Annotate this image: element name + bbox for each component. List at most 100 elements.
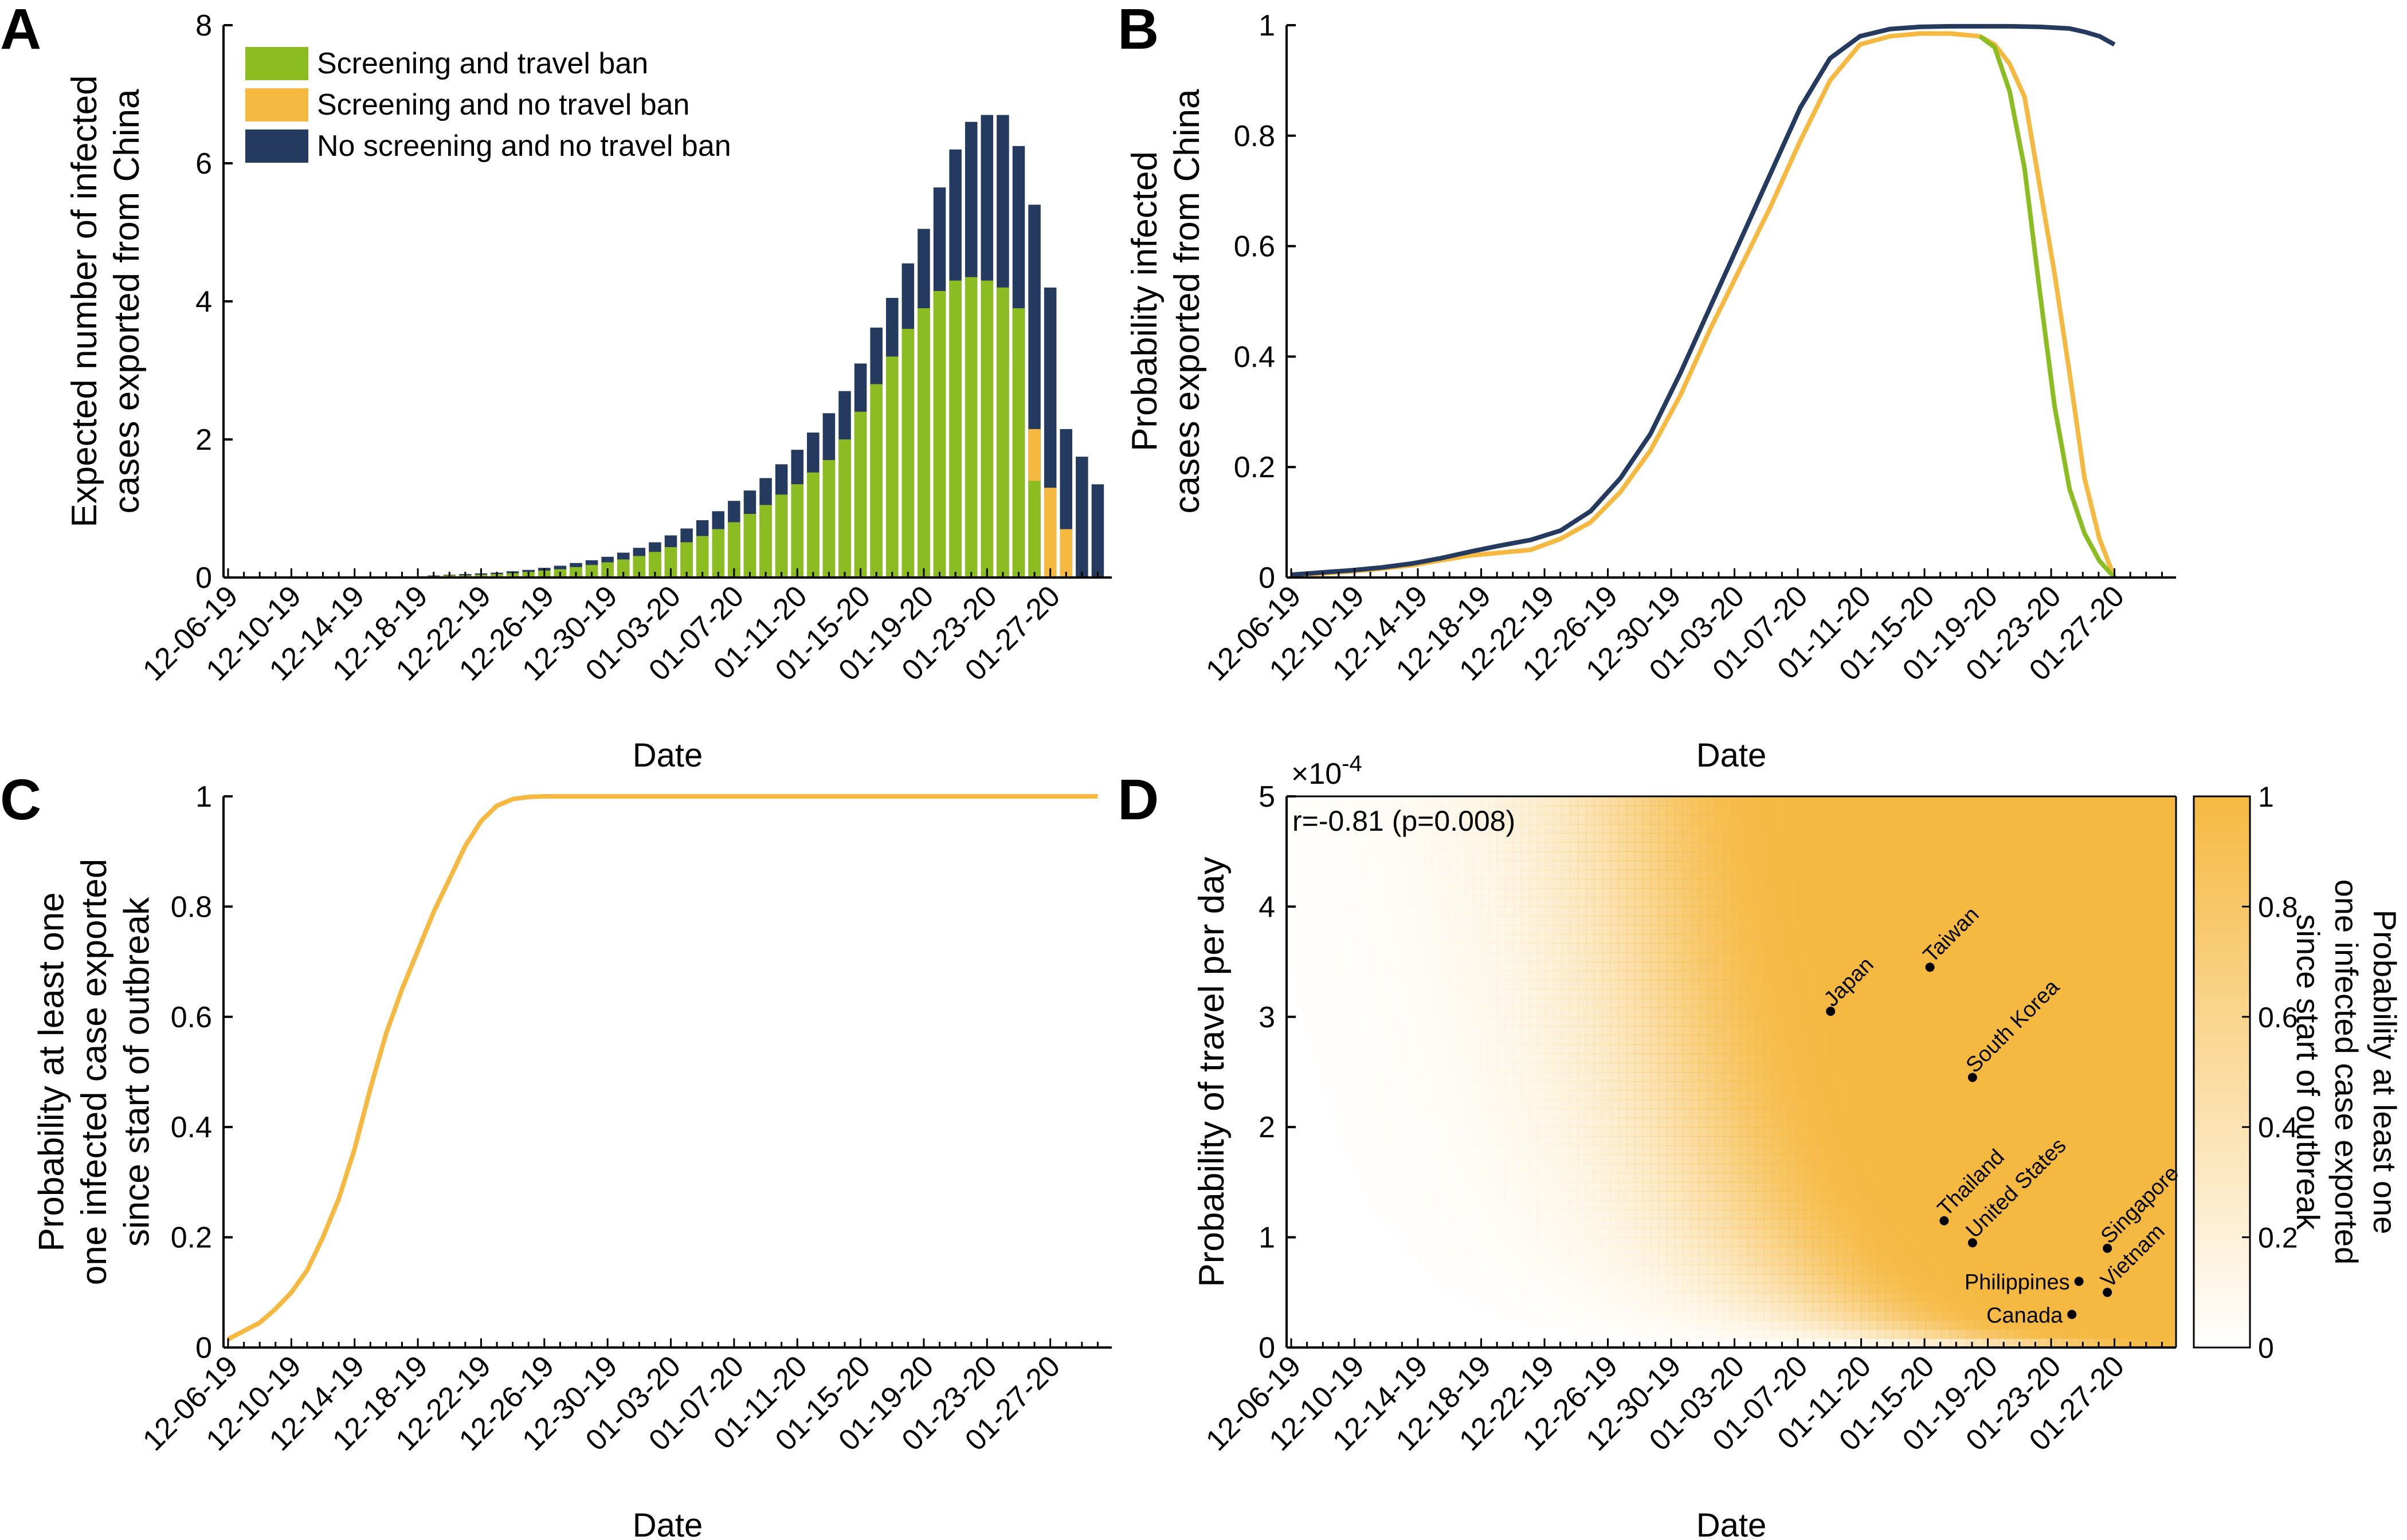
heatmap-cell	[1521, 1063, 1530, 1072]
heatmap-cell	[1691, 1044, 1700, 1054]
heatmap-cell	[1885, 1044, 1894, 1054]
heatmap-cell	[1456, 1127, 1465, 1137]
heatmap-cell	[1918, 934, 1926, 944]
heatmap-cell	[1942, 1164, 1950, 1173]
heatmap-cell	[1400, 1044, 1409, 1054]
heatmap-cell	[1699, 1044, 1708, 1054]
heatmap-cell	[1562, 1054, 1570, 1063]
heatmap-cell	[1432, 1118, 1441, 1128]
heatmap-cell	[1416, 842, 1425, 852]
heatmap-cell	[1327, 1090, 1336, 1100]
heatmap-cell	[1772, 1201, 1781, 1211]
heatmap-cell	[1812, 1109, 1821, 1118]
heatmap-cell	[1739, 1210, 1748, 1220]
heatmap-cell	[1497, 1228, 1506, 1238]
heatmap-cell	[1578, 989, 1586, 999]
heatmap-cell	[1861, 1118, 1869, 1128]
heatmap-cell	[1594, 1026, 1602, 1036]
heatmap-cell	[1877, 1238, 1885, 1247]
heatmap-cell	[1505, 1044, 1514, 1054]
heatmap-cell	[1367, 1109, 1376, 1118]
heatmap-cell	[1950, 1118, 1958, 1128]
heatmap-cell	[1554, 1210, 1562, 1220]
heatmap-cell	[1578, 1118, 1586, 1128]
heatmap-cell	[1651, 906, 1659, 916]
heatmap-cell	[1780, 1136, 1789, 1146]
heatmap-cell	[1546, 925, 1554, 935]
heatmap-cell	[1311, 1035, 1319, 1045]
legend-swatch-navy	[245, 129, 308, 163]
heatmap-cell	[1343, 888, 1352, 898]
heatmap-cell	[1383, 980, 1392, 990]
heatmap-cell	[1642, 824, 1651, 834]
heatmap-cell	[1683, 1008, 1691, 1017]
heatmap-cell	[1861, 796, 1869, 806]
heatmap-cell	[1473, 1191, 1481, 1201]
heatmap-cell	[1675, 953, 1683, 962]
heatmap-cell	[1950, 1145, 1958, 1155]
heatmap-cell	[1715, 1063, 1724, 1072]
heatmap-cell	[1618, 879, 1627, 889]
heatmap-cell	[1586, 1201, 1594, 1211]
heatmap-cell	[1562, 1090, 1570, 1100]
heatmap-cell	[1683, 1191, 1691, 1201]
heatmap-cell	[1691, 944, 1700, 953]
heatmap-cell	[1562, 1182, 1570, 1192]
heatmap-cell	[1820, 1329, 1829, 1339]
heatmap-cell	[1537, 1136, 1546, 1146]
heatmap-cell	[1845, 824, 1853, 834]
heatmap-cell	[1327, 1026, 1336, 1036]
heatmap-cell	[1497, 1173, 1506, 1182]
heatmap-cell	[1675, 906, 1683, 916]
heatmap-cell	[1594, 971, 1602, 981]
heatmap-cell	[1594, 1145, 1602, 1155]
heatmap-cell	[1327, 1072, 1336, 1082]
heatmap-cell	[1796, 1081, 1805, 1091]
heatmap-cell	[1473, 1044, 1481, 1054]
heatmap-cell	[1683, 824, 1691, 834]
heatmap-cell	[1667, 815, 1675, 824]
heatmap-cell	[1901, 1182, 1910, 1192]
heatmap-cell	[1869, 1201, 1877, 1211]
heatmap-cell	[1763, 1118, 1772, 1128]
heatmap-cell	[1448, 1026, 1457, 1036]
heatmap-cell	[1400, 1136, 1409, 1146]
heatmap-cell	[1529, 1154, 1538, 1164]
heatmap-cell	[1909, 861, 1918, 870]
heatmap-cell	[1885, 870, 1894, 879]
heatmap-cell	[1763, 851, 1772, 861]
heatmap-cell	[1699, 971, 1708, 981]
heatmap-cell	[1812, 879, 1821, 889]
heatmap-cell	[1537, 851, 1546, 861]
heatmap-cell	[1343, 1090, 1352, 1100]
heatmap-cell	[1877, 1145, 1885, 1155]
heatmap-cell	[1788, 1173, 1797, 1182]
heatmap-cell	[1715, 842, 1724, 852]
heatmap-cell	[1416, 1182, 1425, 1192]
heatmap-cell	[1554, 1238, 1562, 1247]
bar-screening-no-ban	[1060, 529, 1073, 578]
heatmap-cell	[1772, 1154, 1781, 1164]
heatmap-cell	[1586, 1182, 1594, 1192]
heatmap-cell	[1820, 916, 1829, 925]
heatmap-cell	[1918, 1063, 1926, 1072]
heatmap-cell	[1400, 944, 1409, 953]
heatmap-cell	[1747, 1320, 1756, 1330]
heatmap-cell	[1578, 1191, 1586, 1201]
heatmap-cell	[1942, 962, 1950, 972]
heatmap-cell	[1747, 1329, 1756, 1339]
heatmap-cell	[1804, 971, 1813, 981]
heatmap-cell	[1877, 815, 1885, 824]
heatmap-cell	[1763, 953, 1772, 962]
heatmap-cell	[1918, 861, 1926, 870]
heatmap-cell	[1529, 842, 1538, 852]
heatmap-cell	[1424, 1164, 1433, 1173]
heatmap-cell	[1489, 1127, 1497, 1137]
heatmap-cell	[1861, 1265, 1869, 1275]
heatmap-cell	[1303, 934, 1311, 944]
heatmap-cell	[1634, 842, 1643, 852]
heatmap-cell	[1416, 1017, 1425, 1027]
heatmap-cell	[1909, 870, 1918, 879]
heatmap-cell	[1562, 879, 1570, 889]
heatmap-cell	[1391, 971, 1400, 981]
